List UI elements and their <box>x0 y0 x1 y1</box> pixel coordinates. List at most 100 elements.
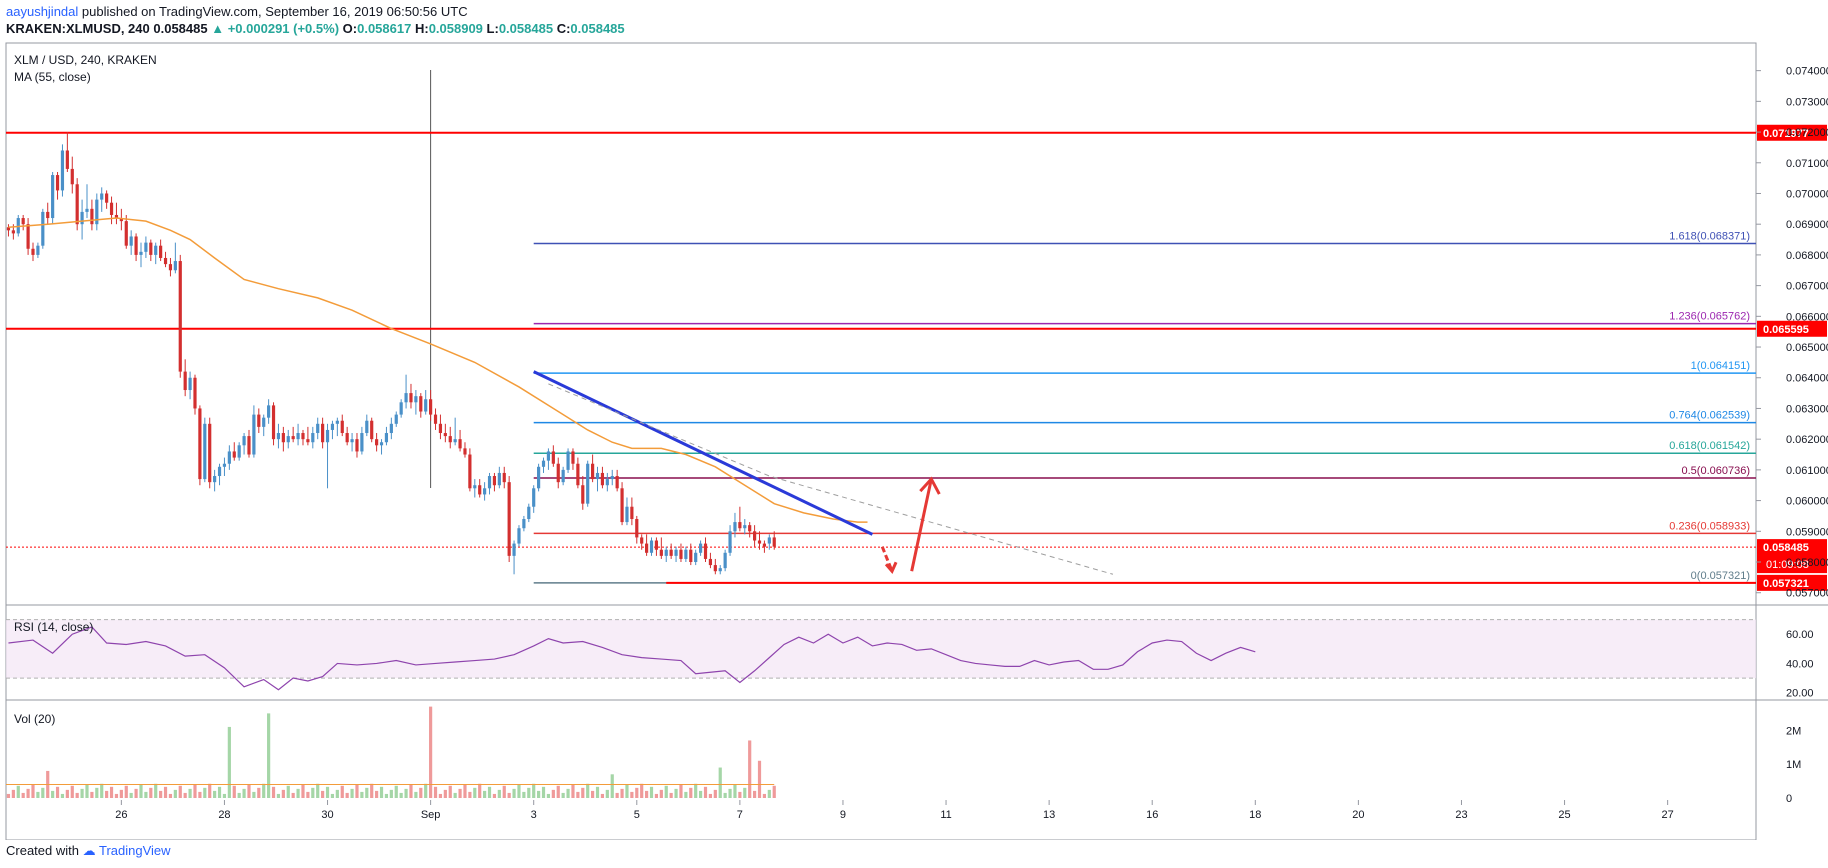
candle-down <box>645 543 649 553</box>
rally-arrow <box>910 478 933 572</box>
candle-up <box>286 436 290 443</box>
time-tick-label: 23 <box>1455 809 1467 821</box>
candle-up <box>512 543 516 556</box>
tradingview-link[interactable]: TradingView <box>99 843 171 858</box>
volume-bar <box>291 792 295 798</box>
volume-bar <box>591 790 595 798</box>
candle-down <box>689 549 693 563</box>
volume-legend: Vol (20) <box>14 712 55 726</box>
time-tick-label: 16 <box>1146 809 1158 821</box>
volume-bar <box>36 791 40 798</box>
volume-bar <box>193 784 197 798</box>
candle-up <box>173 261 177 271</box>
volume-bar <box>576 791 580 798</box>
volume-bar <box>6 793 11 798</box>
candle-up <box>242 436 246 446</box>
open-label: O: <box>342 21 358 36</box>
volume-bar <box>537 790 541 798</box>
time-tick-label: 5 <box>634 809 640 821</box>
candle-up <box>252 414 256 455</box>
volume-bar <box>532 783 536 798</box>
candle-down <box>654 540 659 550</box>
overlays <box>8 217 1114 575</box>
candle-down <box>581 485 585 504</box>
candle-down <box>134 236 138 255</box>
last-price: 0.058485 <box>153 21 208 36</box>
close-value: 0.058485 <box>570 21 625 36</box>
candle-up <box>267 405 271 418</box>
volume-bar <box>340 785 344 798</box>
candle-up <box>389 423 393 434</box>
candle-up <box>718 568 722 572</box>
volume-bar <box>748 740 752 798</box>
candle-up <box>664 549 668 556</box>
candle-down <box>232 451 236 458</box>
price-tick-label: 0.061000 <box>1786 465 1828 477</box>
volume-bar <box>237 792 241 798</box>
candle-up <box>51 175 55 219</box>
candle-down <box>168 264 173 271</box>
candle-down <box>183 371 187 391</box>
rsi-pane: 60.00 40.00 20.00 <box>6 619 1814 700</box>
volume-bar <box>738 791 742 798</box>
publish-header: aayushjindal published on TradingView.co… <box>6 4 468 20</box>
volume-bar <box>55 786 60 798</box>
volume-bar <box>80 788 84 798</box>
volume-bar <box>51 790 55 798</box>
volume-bar <box>208 783 212 798</box>
volume-bar <box>247 784 251 798</box>
author-link[interactable]: aayushjindal <box>6 4 79 19</box>
candle-up <box>699 543 703 553</box>
candle-up <box>330 423 335 430</box>
volume-bar <box>350 788 354 798</box>
candle-down <box>576 463 580 486</box>
candle-up <box>262 417 266 427</box>
volume-bar <box>271 786 276 798</box>
volume-bar <box>571 784 575 798</box>
candle-up <box>335 420 339 424</box>
candles <box>6 132 776 575</box>
candle-down <box>507 482 511 556</box>
candle-up <box>227 451 231 464</box>
candle-up <box>222 463 227 467</box>
candle-down <box>124 221 128 246</box>
volume-bar <box>502 785 506 798</box>
volume-bar <box>620 788 624 798</box>
volume-bar <box>753 790 757 798</box>
fib-label-1.236: 1.236(0.065762) <box>1669 311 1750 323</box>
volume-bar <box>394 785 398 798</box>
volume-bar <box>605 789 609 798</box>
candle-up <box>625 506 629 523</box>
candle-up <box>325 429 330 443</box>
volume-bar <box>541 786 546 798</box>
candle-up <box>566 451 570 470</box>
rsi-legend: RSI (14, close) <box>14 620 93 634</box>
volume-bar <box>679 784 683 798</box>
candle-up <box>473 485 477 489</box>
candle-up <box>129 236 133 246</box>
candle-down <box>114 214 119 219</box>
candle-down <box>615 476 619 489</box>
ma-legend: MA (55, close) <box>14 70 91 84</box>
volume-bar <box>296 788 300 798</box>
volume-bar <box>119 789 123 798</box>
volume-bar <box>173 789 177 798</box>
volume-bar <box>669 792 673 798</box>
chart-canvas[interactable]: 1.618(0.068371) 1.236(0.065762) 1(0.064151… <box>0 0 1828 840</box>
candle-up <box>80 211 84 225</box>
volume-bar <box>316 783 320 798</box>
price-tick-label: 0.063000 <box>1786 403 1828 415</box>
volume-bar <box>483 790 487 798</box>
volume-bar <box>232 785 236 798</box>
volume-bar <box>586 783 590 798</box>
candle-up <box>16 218 20 234</box>
volume-bar <box>561 792 565 798</box>
volume-bar <box>522 791 526 798</box>
volume-bar <box>370 783 374 798</box>
volume-tick-label: 1M <box>1786 759 1801 771</box>
candle-down <box>708 558 713 566</box>
candle-down <box>458 439 462 449</box>
volume-bar <box>630 791 634 798</box>
candle-up <box>399 402 403 415</box>
volume-bar <box>424 783 428 798</box>
